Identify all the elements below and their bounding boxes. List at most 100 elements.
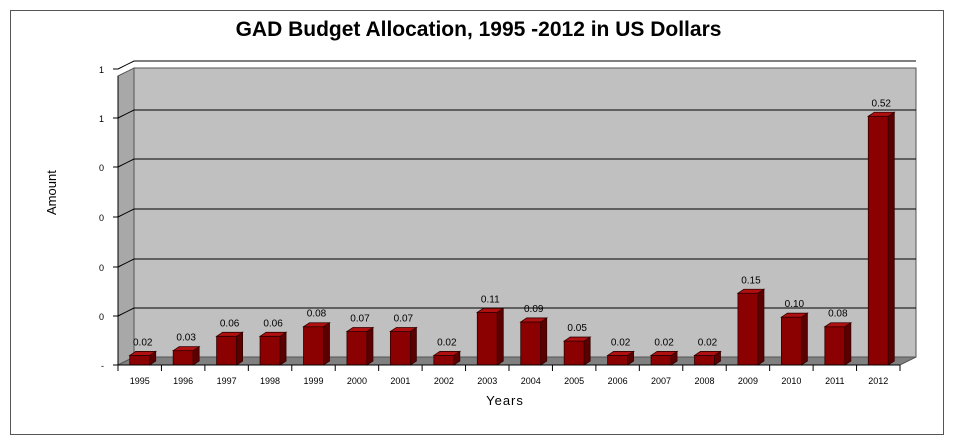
bar-side <box>540 317 548 366</box>
bar-side <box>583 336 591 366</box>
bar <box>389 326 418 366</box>
bar <box>866 111 896 366</box>
bar-side <box>366 326 374 366</box>
x-tick-label: 2001 <box>390 376 410 386</box>
bar <box>171 345 201 366</box>
bar-front <box>780 316 802 366</box>
bar-front <box>172 350 194 366</box>
gridlines <box>117 60 916 317</box>
x-tick-label: 2004 <box>521 376 541 386</box>
x-axis-label: Years <box>486 393 524 408</box>
x-tick-label: 2012 <box>868 376 888 386</box>
bar-top <box>736 288 766 294</box>
data-label: 0.06 <box>220 318 240 329</box>
bar-top <box>519 317 549 323</box>
bar-side <box>844 321 852 366</box>
data-label: 0.08 <box>307 309 327 320</box>
bar-top <box>432 351 462 356</box>
bar-top <box>780 312 809 318</box>
bar <box>606 350 635 366</box>
bars <box>128 111 896 366</box>
bar <box>432 350 462 366</box>
gridline <box>117 208 916 218</box>
bar-front <box>607 355 629 366</box>
bar-side <box>800 312 808 366</box>
bar-side <box>887 111 895 366</box>
gridline <box>117 158 916 168</box>
data-label: 0.08 <box>828 309 848 320</box>
x-tick-label: 1998 <box>260 376 280 386</box>
data-label: 0.15 <box>741 275 761 286</box>
bar-front <box>867 115 889 366</box>
bar <box>562 336 592 366</box>
bar-top <box>302 322 331 328</box>
bar-front <box>520 321 542 366</box>
bar-top <box>345 327 375 332</box>
bar-front <box>563 340 585 366</box>
bar-side <box>496 307 504 366</box>
data-label: 0.05 <box>567 323 587 334</box>
bar-top <box>823 322 853 328</box>
x-tick-label: 1996 <box>173 376 193 386</box>
bar-front <box>476 311 498 366</box>
data-label: 0.02 <box>611 337 631 348</box>
bar-side <box>757 288 765 366</box>
bar <box>258 331 288 366</box>
bar-side <box>236 331 244 366</box>
bar <box>780 312 809 366</box>
bar <box>475 307 505 366</box>
y-tick-label: - <box>101 361 104 371</box>
y-tick-label: 0 <box>99 263 104 273</box>
bar-top <box>215 331 244 337</box>
bar-top <box>562 336 592 342</box>
x-tick-label: 1999 <box>303 376 323 386</box>
bar-top <box>389 327 418 332</box>
bar-top <box>693 351 722 356</box>
y-tick-label: 1 <box>99 114 104 124</box>
x-tick-label: 2005 <box>564 376 584 386</box>
bar-top <box>258 331 288 337</box>
x-tick-label: 2000 <box>347 376 367 386</box>
bar-side <box>279 331 287 366</box>
data-label: 0.02 <box>133 337 153 348</box>
bar <box>736 288 766 366</box>
y-tick-label: 0 <box>99 213 104 223</box>
data-label: 0.03 <box>176 333 196 344</box>
bar-front <box>433 355 455 366</box>
bar-front <box>303 326 324 366</box>
data-label: 0.11 <box>481 294 500 305</box>
gridline <box>117 258 916 268</box>
bar-top <box>171 346 201 352</box>
x-tick-label: 2002 <box>434 376 454 386</box>
data-label: 0.02 <box>698 337 718 348</box>
bar-front <box>824 326 846 366</box>
bar <box>302 321 331 366</box>
x-tick-label: 2010 <box>781 376 801 386</box>
data-label: 0.06 <box>263 318 283 329</box>
bar-top <box>128 351 158 356</box>
bar <box>823 321 853 366</box>
data-label: 0.10 <box>785 299 805 310</box>
plot-side-wall <box>117 67 135 366</box>
x-tick-label: 2007 <box>651 376 671 386</box>
y-axis-ticks: - 0 0 0 0 1 1 <box>99 65 119 371</box>
x-tick-label: 2008 <box>694 376 714 386</box>
gridline <box>117 60 916 70</box>
data-label: 0.52 <box>872 98 892 109</box>
bar-front <box>346 331 368 366</box>
x-tick-label: 2006 <box>608 376 628 386</box>
gridline <box>117 307 916 317</box>
data-label: 0.09 <box>524 304 544 315</box>
gridline <box>117 109 916 119</box>
y-tick-label: 0 <box>99 312 104 322</box>
bar <box>215 331 244 366</box>
bar-top <box>606 351 635 356</box>
bar <box>649 350 679 366</box>
bar <box>128 350 158 366</box>
bar-front <box>216 335 238 366</box>
bar-top <box>866 111 896 117</box>
data-label: 0.02 <box>437 337 457 348</box>
y-tick-label: 1 <box>99 65 104 75</box>
bar <box>519 317 549 366</box>
